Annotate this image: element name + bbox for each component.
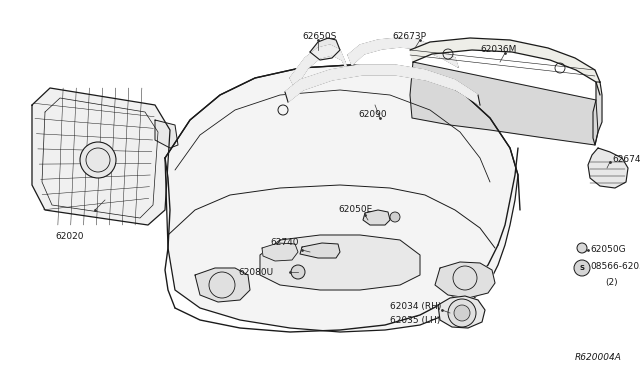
Circle shape	[577, 243, 587, 253]
Polygon shape	[410, 38, 600, 95]
Polygon shape	[300, 243, 340, 258]
Polygon shape	[588, 148, 628, 188]
Polygon shape	[195, 268, 250, 302]
Text: 62650S: 62650S	[302, 32, 337, 41]
Polygon shape	[410, 62, 598, 145]
Polygon shape	[348, 38, 458, 67]
Text: 62080U: 62080U	[238, 268, 273, 277]
Text: R620004A: R620004A	[575, 353, 622, 362]
Text: 08566-6205A: 08566-6205A	[590, 262, 640, 271]
Polygon shape	[593, 82, 602, 145]
Polygon shape	[438, 296, 485, 328]
Text: (2): (2)	[605, 278, 618, 287]
Polygon shape	[32, 88, 170, 225]
Polygon shape	[260, 235, 420, 290]
Text: 62020: 62020	[55, 232, 83, 241]
Polygon shape	[285, 65, 480, 105]
Text: 62090: 62090	[358, 110, 387, 119]
Text: 62035 (LH): 62035 (LH)	[390, 316, 440, 325]
Circle shape	[574, 260, 590, 276]
Polygon shape	[165, 65, 518, 332]
Text: 62034 (RH): 62034 (RH)	[390, 302, 442, 311]
Text: 62673P: 62673P	[392, 32, 426, 41]
Text: S: S	[579, 265, 584, 271]
Circle shape	[291, 265, 305, 279]
Polygon shape	[310, 38, 340, 60]
Circle shape	[80, 142, 116, 178]
Circle shape	[448, 299, 476, 327]
Circle shape	[390, 212, 400, 222]
Text: 62036M: 62036M	[480, 45, 516, 54]
Text: 62050G: 62050G	[590, 245, 626, 254]
Polygon shape	[262, 243, 298, 261]
Polygon shape	[363, 210, 390, 225]
Text: 62740: 62740	[270, 238, 298, 247]
Polygon shape	[155, 120, 178, 148]
Polygon shape	[435, 262, 495, 298]
Circle shape	[454, 305, 470, 321]
Polygon shape	[290, 45, 348, 88]
Text: 62674P: 62674P	[612, 155, 640, 164]
Text: 62050E: 62050E	[338, 205, 372, 214]
